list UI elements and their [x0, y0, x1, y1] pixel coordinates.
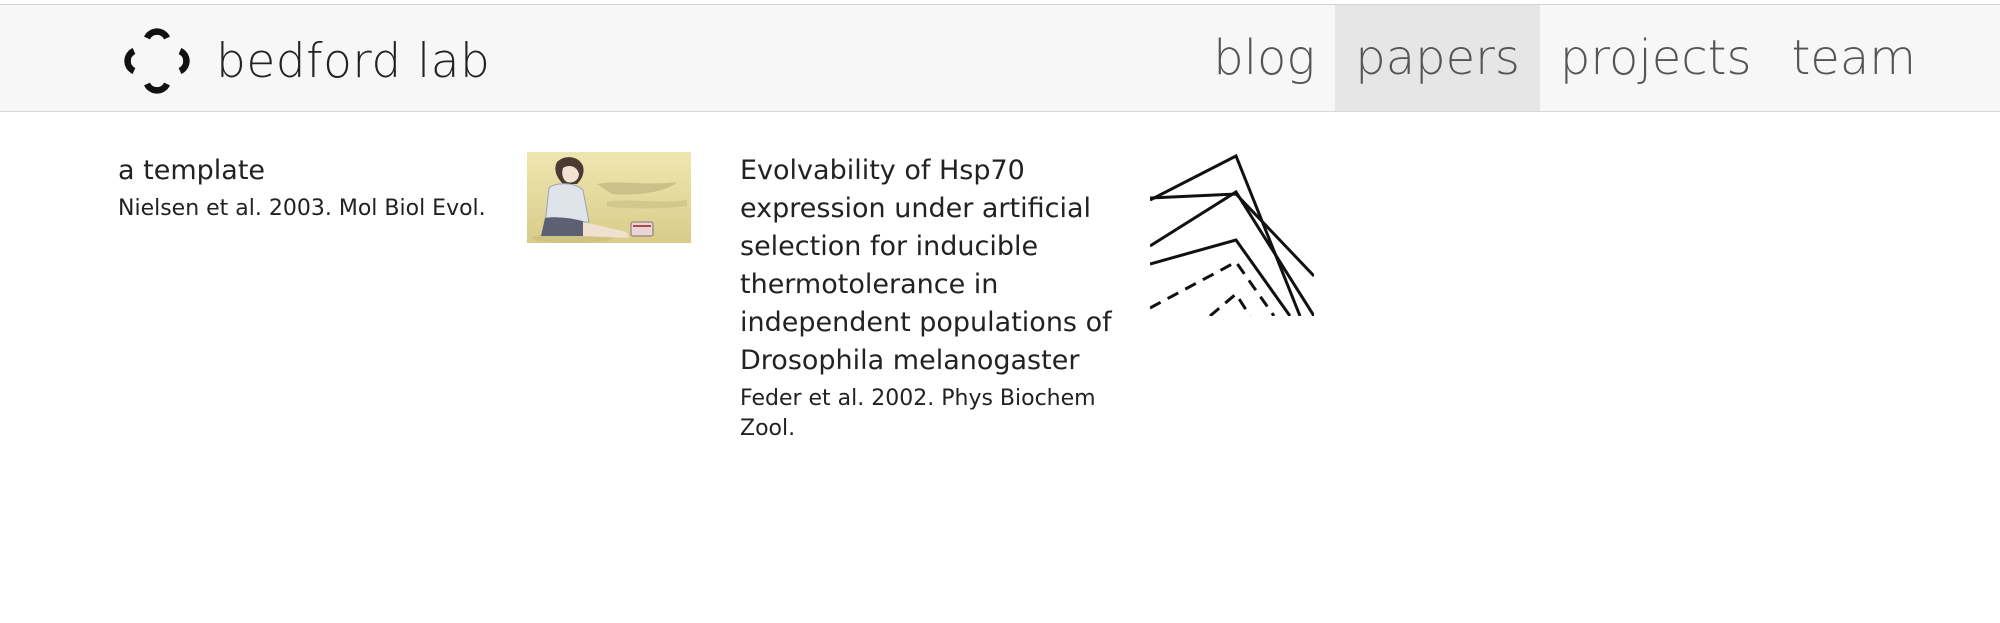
navbar: bedford lab blog papers projects team: [0, 5, 2000, 112]
line-graph-thumbnail: [1149, 152, 1316, 318]
paper-item: a template Nielsen et al. 2003. Mol Biol…: [118, 152, 498, 224]
top-border: [0, 0, 2000, 5]
clover-ring-icon: [124, 28, 190, 94]
paper-item: Evolvability of Hsp70 expression under a…: [740, 152, 1118, 444]
paper-citation: Feder et al. 2002. Phys Biochem Zool.: [740, 386, 1096, 441]
nav-item-papers[interactable]: papers: [1335, 5, 1540, 111]
nav-item-projects[interactable]: projects: [1559, 30, 1752, 86]
nav-item-blog[interactable]: blog: [1213, 30, 1316, 86]
paper-title-link[interactable]: a template: [118, 155, 266, 186]
anime-girl-sitting-on-sand-thumbnail: [527, 152, 691, 243]
paper-title-link[interactable]: Evolvability of Hsp70 expression under a…: [740, 155, 1112, 376]
paper-citation: Nielsen et al. 2003. Mol Biol Evol.: [118, 196, 486, 221]
paper-thumbnail-link[interactable]: [527, 152, 691, 243]
nav-item-team[interactable]: team: [1791, 30, 1916, 86]
paper-thumbnail-link[interactable]: [1149, 152, 1316, 318]
brand-name: bedford lab: [216, 33, 491, 89]
brand-link[interactable]: bedford lab: [120, 21, 490, 101]
main-nav: blog papers projects team: [1193, 5, 1936, 111]
